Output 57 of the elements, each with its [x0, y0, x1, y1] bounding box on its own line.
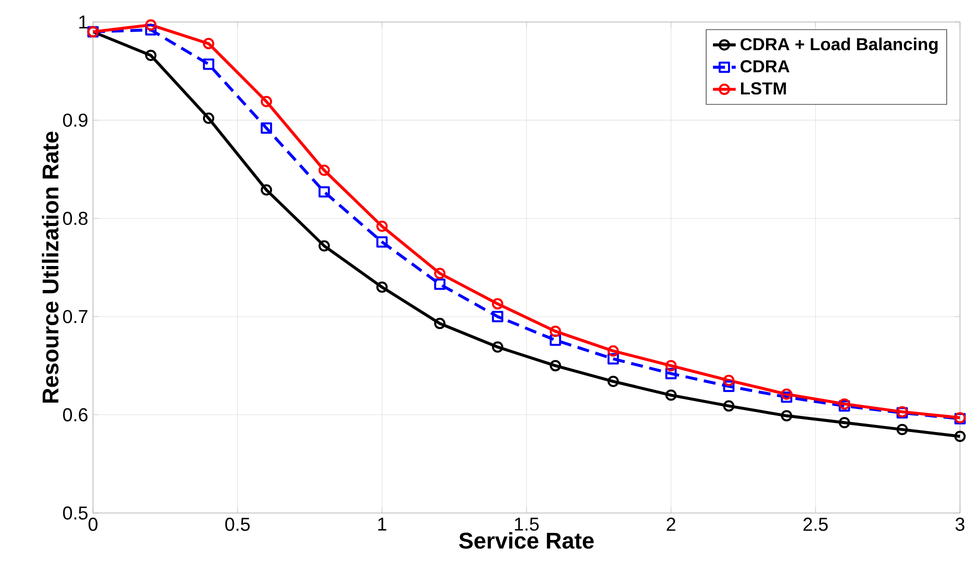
point: [723, 380, 734, 392]
point: [780, 388, 792, 400]
x-tick-label: 0.5: [225, 518, 250, 531]
y-tick-label: 0.8: [63, 212, 88, 225]
point: [260, 122, 272, 134]
point: [376, 236, 388, 248]
point: [318, 164, 330, 176]
x-axis-title: Service Rate: [459, 532, 594, 549]
point: [492, 341, 504, 353]
point: [202, 38, 214, 50]
legend-label: CDRA + Load Balancing: [740, 38, 938, 54]
point: [145, 19, 156, 31]
point: [434, 278, 446, 290]
point: [550, 360, 562, 372]
point: [665, 360, 677, 372]
point: [665, 368, 677, 380]
x-tick-label: 2: [666, 518, 676, 531]
point: [260, 184, 272, 196]
legend-label: LSTM: [741, 82, 786, 95]
y-tick-label: 0.5: [63, 506, 88, 520]
y-tick-label: 0.7: [63, 310, 88, 324]
x-tick-label: 3: [956, 518, 964, 531]
point: [376, 281, 388, 293]
point: [492, 298, 504, 310]
y-tick-label: 1: [79, 16, 88, 28]
point: [838, 416, 850, 428]
x-tick-label: 0: [88, 518, 98, 531]
point: [550, 334, 562, 346]
point: [145, 50, 156, 62]
x-tick-label: 1.5: [514, 518, 539, 531]
point: [723, 400, 734, 412]
point: [780, 410, 792, 422]
y-tick-label: 0.9: [63, 114, 88, 127]
x-tick-label: 2.5: [803, 518, 828, 531]
point: [665, 389, 677, 401]
point: [260, 96, 272, 108]
point: [896, 424, 908, 436]
legend-label: CDRA: [740, 60, 790, 72]
point: [608, 345, 619, 357]
point: [780, 391, 792, 403]
x-tick-label: 1: [378, 518, 386, 531]
point: [202, 112, 214, 124]
point: [608, 353, 619, 364]
point: [608, 376, 619, 388]
point: [202, 58, 214, 70]
point: [376, 220, 388, 232]
point: [550, 326, 562, 337]
point: [434, 268, 446, 280]
y-tick-label: 0.6: [63, 408, 88, 422]
point: [434, 318, 446, 330]
point: [954, 430, 966, 442]
point: [318, 240, 330, 252]
point: [145, 24, 156, 36]
point: [492, 310, 504, 322]
y-axis-title: Resource Utilization Rate: [42, 132, 59, 403]
point: [723, 374, 734, 386]
point: [318, 186, 330, 198]
